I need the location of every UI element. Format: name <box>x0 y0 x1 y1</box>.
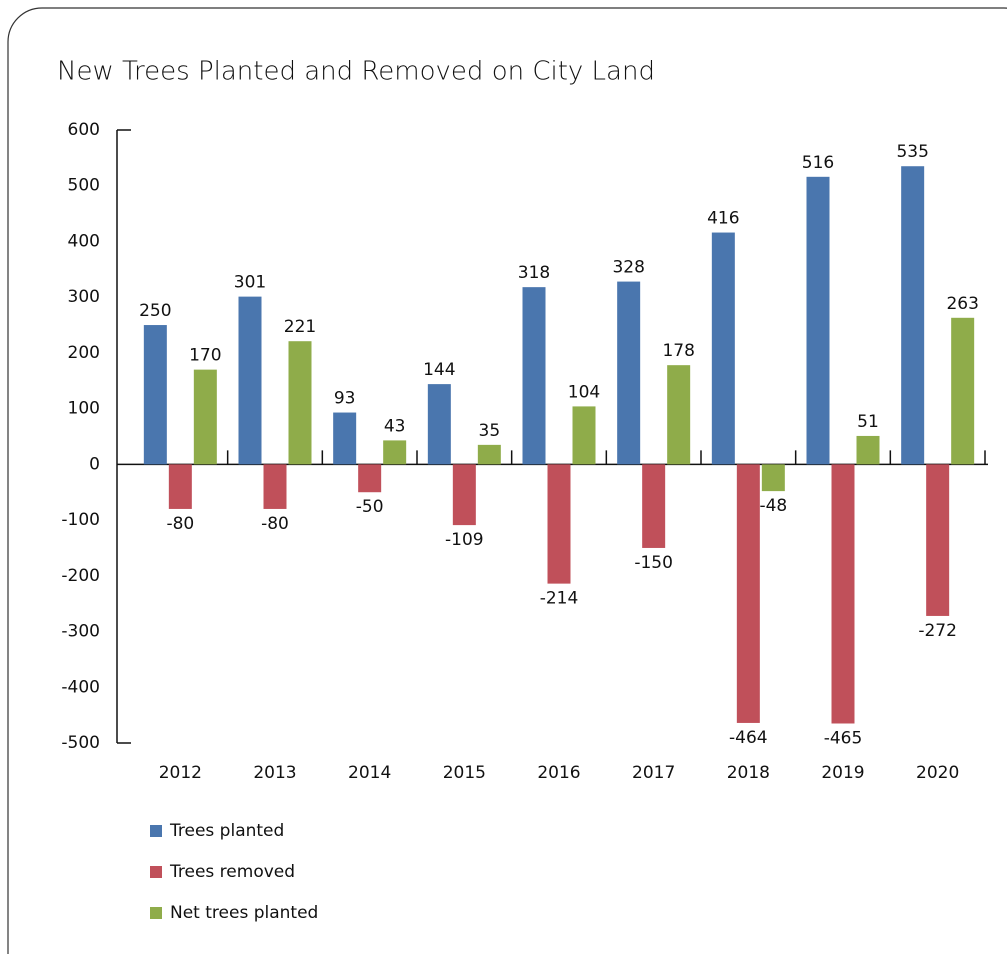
bar <box>831 464 855 724</box>
data-label: 516 <box>802 153 834 173</box>
y-tick-label: -500 <box>61 733 100 753</box>
data-label: 263 <box>946 294 978 314</box>
data-label: 416 <box>707 209 739 229</box>
data-label: -80 <box>166 514 194 534</box>
bar <box>383 440 407 465</box>
y-tick-label: 200 <box>68 343 100 363</box>
data-label: 328 <box>612 258 644 278</box>
legend-swatch <box>150 866 162 878</box>
bar <box>901 166 925 465</box>
legend-label: Net trees planted <box>170 903 318 923</box>
bar <box>427 384 451 465</box>
legend-label: Trees removed <box>169 862 295 882</box>
data-label: -80 <box>261 514 289 534</box>
data-label: -150 <box>634 553 673 573</box>
y-tick-label: 400 <box>68 231 100 251</box>
bar <box>333 412 357 465</box>
x-tick-label: 2017 <box>632 763 675 783</box>
bar <box>288 341 312 465</box>
bar <box>856 435 880 465</box>
data-label: -214 <box>540 589 579 609</box>
x-tick-label: 2012 <box>159 763 202 783</box>
x-tick-label: 2016 <box>537 763 580 783</box>
data-label: -464 <box>729 728 768 748</box>
data-label: 170 <box>189 346 221 366</box>
bar <box>617 281 641 465</box>
data-label: -48 <box>759 496 787 516</box>
y-tick-label: -300 <box>61 622 100 642</box>
bar <box>238 296 262 465</box>
data-label: -109 <box>445 530 484 550</box>
bar <box>168 464 192 509</box>
card <box>7 7 1007 954</box>
data-label: 318 <box>518 263 550 283</box>
y-tick-label: 100 <box>68 399 100 419</box>
bar <box>667 365 691 465</box>
bar <box>547 464 571 584</box>
bar <box>736 464 760 723</box>
legend-swatch <box>150 907 162 919</box>
y-tick-label: 600 <box>68 120 100 140</box>
bar <box>263 464 287 509</box>
data-label: 51 <box>857 412 879 432</box>
x-tick-label: 2013 <box>253 763 296 783</box>
y-tick-label: -400 <box>61 677 100 697</box>
legend-swatch <box>150 825 162 837</box>
bar <box>358 464 382 493</box>
data-label: 535 <box>896 142 928 162</box>
x-tick-label: 2015 <box>443 763 486 783</box>
x-tick-label: 2019 <box>821 763 864 783</box>
bar <box>193 369 217 465</box>
bar <box>452 464 476 526</box>
data-label: 35 <box>479 421 501 441</box>
y-tick-label: -200 <box>61 566 100 586</box>
data-label: 178 <box>662 341 694 361</box>
data-label: -465 <box>824 728 863 748</box>
x-tick-label: 2020 <box>916 763 959 783</box>
data-label: 43 <box>384 416 406 436</box>
legend-label: Trees planted <box>169 821 284 841</box>
bar <box>642 464 666 548</box>
x-tick-label: 2014 <box>348 763 391 783</box>
bar <box>522 287 546 465</box>
data-label: 93 <box>334 389 356 409</box>
data-label: -50 <box>356 497 384 517</box>
y-tick-label: 500 <box>68 176 100 196</box>
bar <box>711 232 735 465</box>
y-tick-label: -100 <box>61 510 100 530</box>
bar <box>926 464 950 616</box>
bar <box>806 176 830 465</box>
data-label: 144 <box>423 360 455 380</box>
x-tick-label: 2018 <box>727 763 770 783</box>
bar <box>951 317 975 465</box>
bar <box>572 406 596 465</box>
chart-title: New Trees Planted and Removed on City La… <box>57 57 655 87</box>
bar <box>477 444 501 465</box>
y-tick-label: 300 <box>68 287 100 307</box>
data-label: 250 <box>139 301 171 321</box>
data-label: -272 <box>918 621 957 641</box>
data-label: 221 <box>284 317 316 337</box>
bar <box>143 325 167 465</box>
data-label: 104 <box>568 382 600 402</box>
y-tick-label: 0 <box>89 454 100 474</box>
bar <box>761 464 785 492</box>
data-label: 301 <box>234 273 266 293</box>
